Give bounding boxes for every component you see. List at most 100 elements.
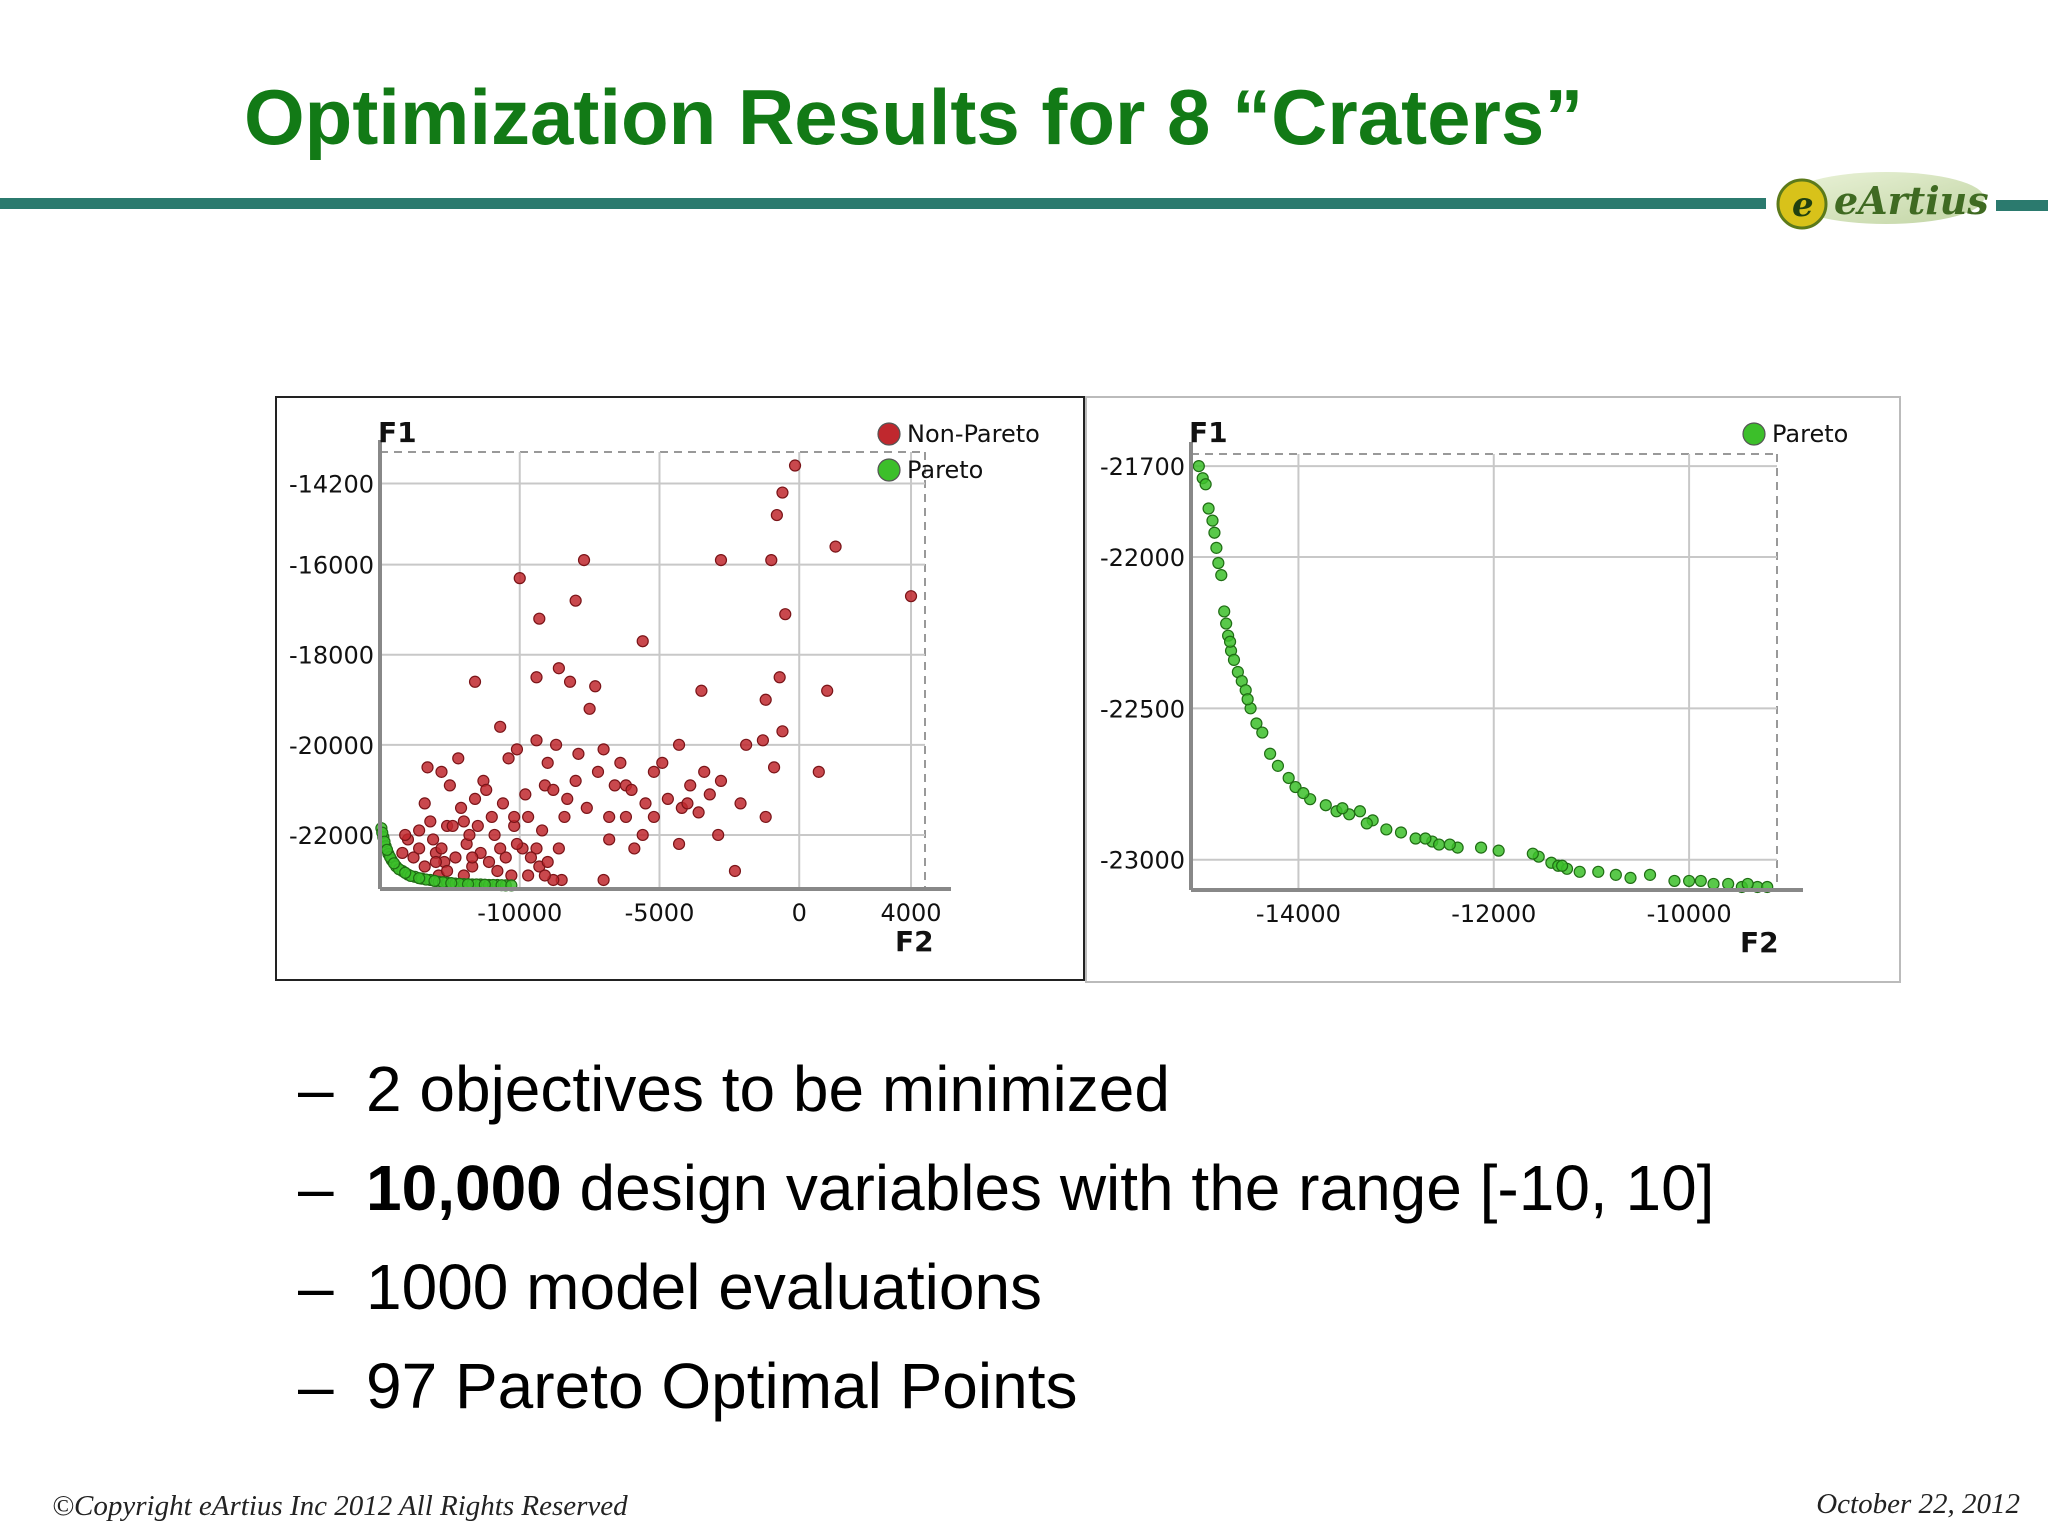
scatter-point-pareto <box>399 866 412 879</box>
scatter-point-non-pareto <box>583 702 596 715</box>
scatter-point-non-pareto <box>734 797 747 810</box>
scatter-point-pareto <box>1241 693 1254 706</box>
scatter-point-non-pareto <box>628 842 641 855</box>
scatter-point-non-pareto <box>695 684 708 697</box>
scatter-point-non-pareto <box>443 779 456 792</box>
chart-frame <box>275 396 1085 981</box>
scatter-point-non-pareto <box>519 788 532 801</box>
scatter-point-non-pareto <box>608 779 621 792</box>
scatter-point-non-pareto <box>530 842 543 855</box>
bullet-text: 97 Pareto Optimal Points <box>366 1350 1078 1422</box>
scatter-point-pareto <box>1192 460 1205 473</box>
legend-label: Non-Pareto <box>907 420 1040 448</box>
scatter-point-non-pareto <box>427 833 440 846</box>
scatter-point-non-pareto <box>712 828 725 842</box>
scatter-point-pareto <box>1282 771 1295 785</box>
scatter-chart-non-pareto-and-pareto: -10000 -5000 0 4000 -14200 -16000 -18000 -20000… <box>275 396 1085 981</box>
scatter-point-non-pareto <box>424 815 437 828</box>
scatter-point-non-pareto <box>463 828 476 842</box>
scatter-point-pareto <box>1271 759 1285 772</box>
scatter-point-non-pareto <box>510 743 524 756</box>
slide-title: Optimization Results for 8 “Craters” <box>244 73 1584 161</box>
scatter-point-pareto <box>1297 787 1310 800</box>
scatter-point-non-pareto <box>530 671 543 684</box>
x-tick-label: -10000 <box>477 899 562 927</box>
scatter-point-pareto <box>1206 514 1219 527</box>
scatter-point-non-pareto <box>435 765 448 778</box>
svg-text:e: e <box>1792 185 1814 225</box>
scatter-point-non-pareto <box>589 680 602 693</box>
scatter-point-non-pareto <box>449 851 462 864</box>
y-tick-label: -22000 <box>1100 544 1185 572</box>
scatter-point-non-pareto <box>499 851 512 864</box>
scatter-point-pareto <box>1722 877 1735 891</box>
scatter-point-non-pareto <box>549 738 563 751</box>
scatter-point-pareto <box>1741 877 1754 891</box>
legend-label: Pareto <box>1772 420 1848 448</box>
logo-text: eArtius <box>1834 178 1989 223</box>
scatter-point-non-pareto <box>480 783 493 796</box>
scatter-point-non-pareto <box>552 842 565 855</box>
scatter-point-non-pareto <box>558 810 571 824</box>
x-tick-label: -12000 <box>1451 900 1536 928</box>
scatter-point-pareto <box>1215 569 1228 582</box>
scatter-point-non-pareto <box>569 594 582 607</box>
scatter-point-pareto <box>428 874 441 887</box>
scatter-point-non-pareto <box>446 819 459 833</box>
scatter-point-non-pareto <box>647 765 660 778</box>
legend-marker <box>877 458 901 482</box>
scatter-point-non-pareto <box>454 801 468 815</box>
scatter-point-pareto <box>1573 865 1586 878</box>
scatter-point-non-pareto <box>561 792 574 805</box>
scatter-point-non-pareto <box>541 855 554 869</box>
scatter-point-non-pareto <box>421 761 434 774</box>
y-axis-label: F1 <box>378 416 417 449</box>
scatter-point-pareto <box>1218 605 1231 618</box>
scatter-point-non-pareto <box>614 756 627 769</box>
scatter-point-pareto <box>413 872 426 885</box>
scatter-point-non-pareto <box>502 752 515 765</box>
scatter-point-pareto <box>1212 556 1225 570</box>
y-tick-label: -14200 <box>289 471 374 499</box>
scatter-point-non-pareto <box>636 828 649 842</box>
scatter-point-non-pareto <box>522 810 535 824</box>
scatter-point-non-pareto <box>552 662 565 675</box>
bullet-text: 1000 model evaluations <box>366 1251 1043 1323</box>
bullet-text: 2 objectives to be minimized <box>366 1053 1170 1125</box>
scatter-point-non-pareto <box>435 842 448 855</box>
scatter-point-non-pareto <box>533 612 546 625</box>
scatter-point-pareto <box>1556 859 1569 872</box>
scatter-point-pareto <box>1643 868 1657 881</box>
scatter-point-non-pareto <box>396 846 409 860</box>
scatter-point-non-pareto <box>440 864 454 878</box>
x-tick-label: 0 <box>792 899 807 927</box>
scatter-point-pareto <box>1432 838 1446 851</box>
scatter-point-non-pareto <box>413 824 426 837</box>
bullet-dash: – <box>298 1251 334 1323</box>
x-axis-label: F2 <box>1740 926 1779 959</box>
scatter-point-pareto <box>1353 805 1367 818</box>
x-tick-label: -5000 <box>625 899 695 927</box>
y-tick-label: -22000 <box>289 822 374 850</box>
x-axis-label: F2 <box>895 925 934 958</box>
scatter-point-non-pareto <box>788 459 802 472</box>
scatter-point-pareto <box>1609 868 1622 881</box>
scatter-point-non-pareto <box>413 842 426 855</box>
scatter-point-non-pareto <box>776 486 789 499</box>
header-rule-right <box>1996 200 2048 211</box>
y-tick-label: -20000 <box>289 732 374 760</box>
scatter-point-pareto <box>1694 874 1707 888</box>
y-tick-label: -22500 <box>1100 695 1185 723</box>
y-tick-label: -18000 <box>289 642 374 670</box>
scatter-point-pareto <box>1199 478 1212 491</box>
scatter-point-non-pareto <box>407 851 420 864</box>
scatter-point-non-pareto <box>714 774 728 787</box>
scatter-point-non-pareto <box>541 756 554 769</box>
scatter-point-non-pareto <box>418 797 431 810</box>
scatter-point-non-pareto <box>491 864 504 878</box>
scatter-point-non-pareto <box>779 608 792 621</box>
scatter-point-pareto <box>1380 823 1393 836</box>
scatter-point-pareto <box>1394 826 1408 839</box>
scatter-point-non-pareto <box>494 842 507 855</box>
legend-marker <box>1742 422 1766 446</box>
